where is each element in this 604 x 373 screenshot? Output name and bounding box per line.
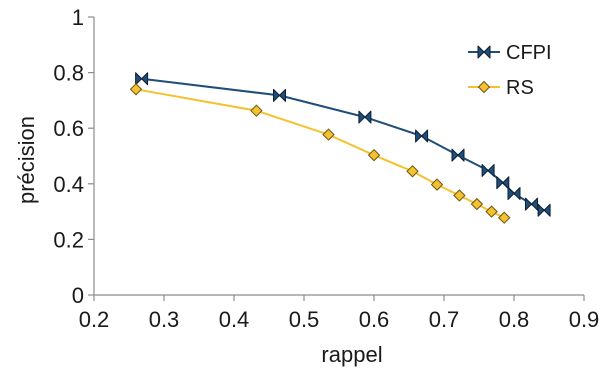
x-tick-label: 0.8 xyxy=(499,307,530,332)
data-point-rs xyxy=(250,104,263,117)
series-line-rs xyxy=(135,88,505,219)
x-tick-label: 0.3 xyxy=(149,307,180,332)
y-tick-label: 0.4 xyxy=(53,172,84,197)
data-point-cfpi xyxy=(273,88,286,102)
data-point-cfpi xyxy=(507,187,521,201)
x-tick-label: 0.6 xyxy=(359,307,390,332)
data-point-cfpi xyxy=(415,129,429,143)
x-tick-label: 0.2 xyxy=(79,307,110,332)
data-point-cfpi xyxy=(537,203,551,217)
data-point-rs xyxy=(485,205,498,218)
x-tick-label: 0.7 xyxy=(429,307,460,332)
axes xyxy=(93,17,584,296)
y-axis-title: précision xyxy=(14,116,39,204)
y-tick-label: 0.8 xyxy=(53,61,84,86)
data-point-rs xyxy=(470,197,484,211)
legend-item-rs: RS xyxy=(468,77,534,99)
legend-item-cfpi: CFPI xyxy=(468,42,552,64)
data-point-cfpi xyxy=(451,148,465,162)
y-tick-label: 0.2 xyxy=(53,227,84,252)
legend-label-cfpi: CFPI xyxy=(506,42,552,64)
y-tick-label: 0.6 xyxy=(53,116,84,141)
x-axis-ticks: 0.2 0.3 0.4 0.5 0.6 0.7 0.8 0.9 xyxy=(79,295,600,332)
data-point-rs xyxy=(453,189,466,202)
series-layer xyxy=(129,72,551,224)
x-axis-title: rappel xyxy=(321,342,382,367)
y-axis-ticks: 0 0.2 0.4 0.6 0.8 1 xyxy=(53,5,94,308)
series-rs xyxy=(129,83,511,224)
data-point-rs xyxy=(129,83,143,96)
data-point-cfpi xyxy=(496,176,510,190)
y-tick-label: 1 xyxy=(72,5,84,30)
series-line-cfpi xyxy=(141,77,545,212)
data-point-rs xyxy=(322,128,335,141)
data-point-cfpi xyxy=(525,197,538,211)
data-point-cfpi xyxy=(358,110,372,124)
data-point-rs xyxy=(430,178,444,191)
legend-marker-cfpi xyxy=(477,45,491,59)
legend-label-rs: RS xyxy=(506,77,534,99)
data-point-cfpi xyxy=(135,72,149,86)
x-tick-label: 0.4 xyxy=(219,307,250,332)
legend-marker-rs xyxy=(477,80,491,94)
data-point-rs xyxy=(406,165,419,178)
legend: CFPI RS xyxy=(468,42,552,99)
data-point-rs xyxy=(367,148,381,162)
y-tick-label: 0 xyxy=(72,283,84,308)
data-point-cfpi xyxy=(481,163,495,177)
data-point-rs xyxy=(497,211,511,224)
x-tick-label: 0.5 xyxy=(289,307,320,332)
x-tick-label: 0.9 xyxy=(569,307,600,332)
series-cfpi xyxy=(135,72,551,217)
